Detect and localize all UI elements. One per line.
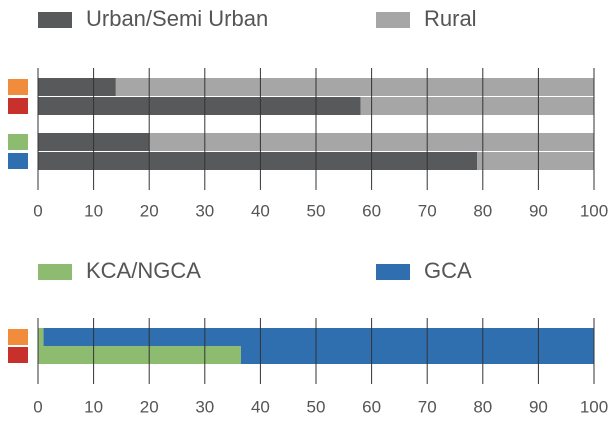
x-tick-label: 10 bbox=[84, 201, 103, 220]
legend-label: Rural bbox=[424, 6, 477, 31]
x-tick-label: 80 bbox=[473, 201, 492, 220]
x-tick-label: 90 bbox=[529, 397, 548, 416]
x-tick-label: 30 bbox=[195, 201, 214, 220]
bar bbox=[240, 346, 594, 364]
category-marker bbox=[8, 329, 28, 345]
x-tick-label: 70 bbox=[418, 201, 437, 220]
legend-label: GCA bbox=[424, 258, 472, 283]
x-tick-label: 100 bbox=[580, 397, 608, 416]
bar bbox=[38, 328, 44, 346]
category-marker bbox=[8, 134, 28, 150]
x-tick-label: 80 bbox=[473, 397, 492, 416]
legend-label: KCA/NGCA bbox=[86, 258, 201, 283]
legend-swatch bbox=[38, 12, 72, 28]
x-tick-label: 20 bbox=[140, 201, 159, 220]
legend-label: Urban/Semi Urban bbox=[86, 6, 268, 31]
x-tick-label: 60 bbox=[362, 201, 381, 220]
bar bbox=[38, 346, 241, 364]
x-tick-label: 40 bbox=[251, 397, 270, 416]
bar bbox=[115, 78, 594, 96]
x-tick-label: 50 bbox=[307, 397, 326, 416]
legend-swatch bbox=[376, 12, 410, 28]
x-tick-label: 20 bbox=[140, 397, 159, 416]
legend-swatch bbox=[38, 264, 72, 280]
category-marker bbox=[8, 79, 28, 95]
x-tick-label: 60 bbox=[362, 397, 381, 416]
x-tick-label: 100 bbox=[580, 201, 608, 220]
bar bbox=[477, 152, 594, 170]
bar bbox=[38, 97, 361, 115]
bar bbox=[38, 78, 116, 96]
category-marker bbox=[8, 347, 28, 363]
x-tick-label: 10 bbox=[84, 397, 103, 416]
x-tick-label: 30 bbox=[195, 397, 214, 416]
x-tick-label: 50 bbox=[307, 201, 326, 220]
x-tick-label: 90 bbox=[529, 201, 548, 220]
x-tick-label: 70 bbox=[418, 397, 437, 416]
x-tick-label: 40 bbox=[251, 201, 270, 220]
bar bbox=[43, 328, 595, 346]
x-tick-label: 0 bbox=[33, 397, 42, 416]
bar bbox=[38, 152, 478, 170]
bar bbox=[360, 97, 594, 115]
legend-swatch bbox=[376, 264, 410, 280]
category-marker bbox=[8, 153, 28, 169]
x-tick-label: 0 bbox=[33, 201, 42, 220]
category-marker bbox=[8, 98, 28, 114]
